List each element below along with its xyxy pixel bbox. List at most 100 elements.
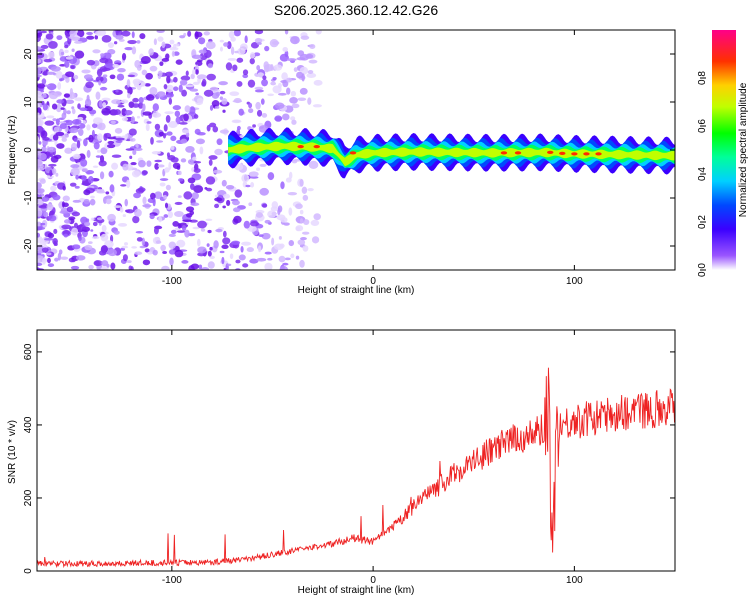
noise-speckle [37,262,43,267]
noise-speckle [199,146,204,155]
noise-speckle [140,56,151,64]
noise-speckle [135,231,144,234]
noise-speckle [234,50,239,54]
spectrogram-marks [37,30,675,270]
noise-speckle [64,60,70,68]
noise-speckle [164,167,170,173]
noise-speckle [131,103,140,108]
noise-speckle [122,254,128,262]
noise-speckle [86,124,91,131]
noise-speckle [71,227,79,236]
noise-speckle [267,172,275,181]
noise-speckle [50,185,57,192]
noise-speckle [197,238,201,247]
noise-speckle [98,250,107,256]
noise-speckle [290,116,296,121]
noise-speckle [180,158,187,163]
noise-speckle [40,222,46,226]
noise-speckle [53,240,57,246]
noise-speckle [205,41,216,50]
noise-speckle [115,30,123,37]
noise-speckle [37,135,40,144]
noise-speckle [293,67,298,73]
noise-speckle [86,149,91,158]
noise-speckle [183,191,193,200]
noise-speckle [222,109,226,113]
noise-speckle [100,233,109,242]
noise-speckle [59,123,67,130]
noise-speckle [120,99,129,104]
noise-speckle [132,215,140,224]
noise-speckle [138,102,144,109]
snr-ytick-label: 0 [23,568,34,574]
noise-speckle [44,120,55,126]
colorbar: 0.0 0.2 0.4 0.6 0.8 Normalized spectral ampl… [697,30,749,277]
noise-speckle [233,30,241,37]
noise-speckle [142,103,146,112]
noise-speckle [187,177,196,184]
noise-speckle [62,202,69,208]
noise-speckle [286,87,291,95]
noise-speckle [92,221,98,227]
noise-speckle [168,233,176,237]
noise-speckle [286,58,297,62]
noise-speckle [113,41,118,45]
noise-speckle [216,138,223,146]
noise-speckle [198,264,203,270]
colorbar-tick-label: 0.8 [697,71,708,85]
noise-speckle [197,220,207,229]
noise-speckle [106,143,116,149]
noise-speckle [205,218,213,222]
noise-speckle [37,209,43,217]
noise-speckle [184,105,191,113]
noise-speckle [189,106,196,115]
noise-speckle [87,175,94,184]
noise-speckle [190,183,195,190]
noise-speckle [261,232,271,240]
noise-speckle [37,118,44,127]
noise-speckle [117,104,125,108]
noise-speckle [121,117,129,122]
noise-speckle [155,240,162,244]
snr-series-line [37,367,675,569]
noise-speckle [213,240,219,249]
noise-speckle [92,49,101,54]
noise-speckle [74,40,83,44]
noise-speckle [149,87,158,95]
noise-speckle [256,257,267,262]
noise-speckle [291,103,300,109]
noise-speckle [164,202,169,209]
noise-speckle [301,186,308,194]
signal-band-layer [228,141,675,167]
noise-speckle [254,30,264,35]
noise-speckle [178,84,183,93]
noise-speckle [165,184,172,191]
noise-speckle [132,149,137,155]
noise-speckle [166,152,170,158]
noise-speckle [42,258,46,265]
noise-speckle [254,86,264,91]
noise-speckle [271,237,275,246]
noise-speckle [229,253,234,260]
noise-speckle [159,61,164,66]
noise-speckle [243,174,248,182]
signal-peak [583,152,590,156]
noise-speckle [42,136,50,141]
noise-speckle [85,81,94,89]
noise-speckle [38,152,47,161]
noise-speckle [92,117,103,125]
noise-speckle [219,250,225,254]
noise-speckle [261,203,268,208]
noise-speckle [181,89,187,97]
noise-speckle [141,81,146,87]
noise-speckle [74,50,85,59]
noise-speckle [100,147,108,155]
noise-speckle [113,109,122,116]
noise-speckle [179,35,186,39]
noise-speckle [93,60,100,67]
noise-speckle [256,65,261,71]
noise-speckle [99,171,105,180]
noise-speckle [93,260,103,267]
noise-speckle [37,236,43,244]
